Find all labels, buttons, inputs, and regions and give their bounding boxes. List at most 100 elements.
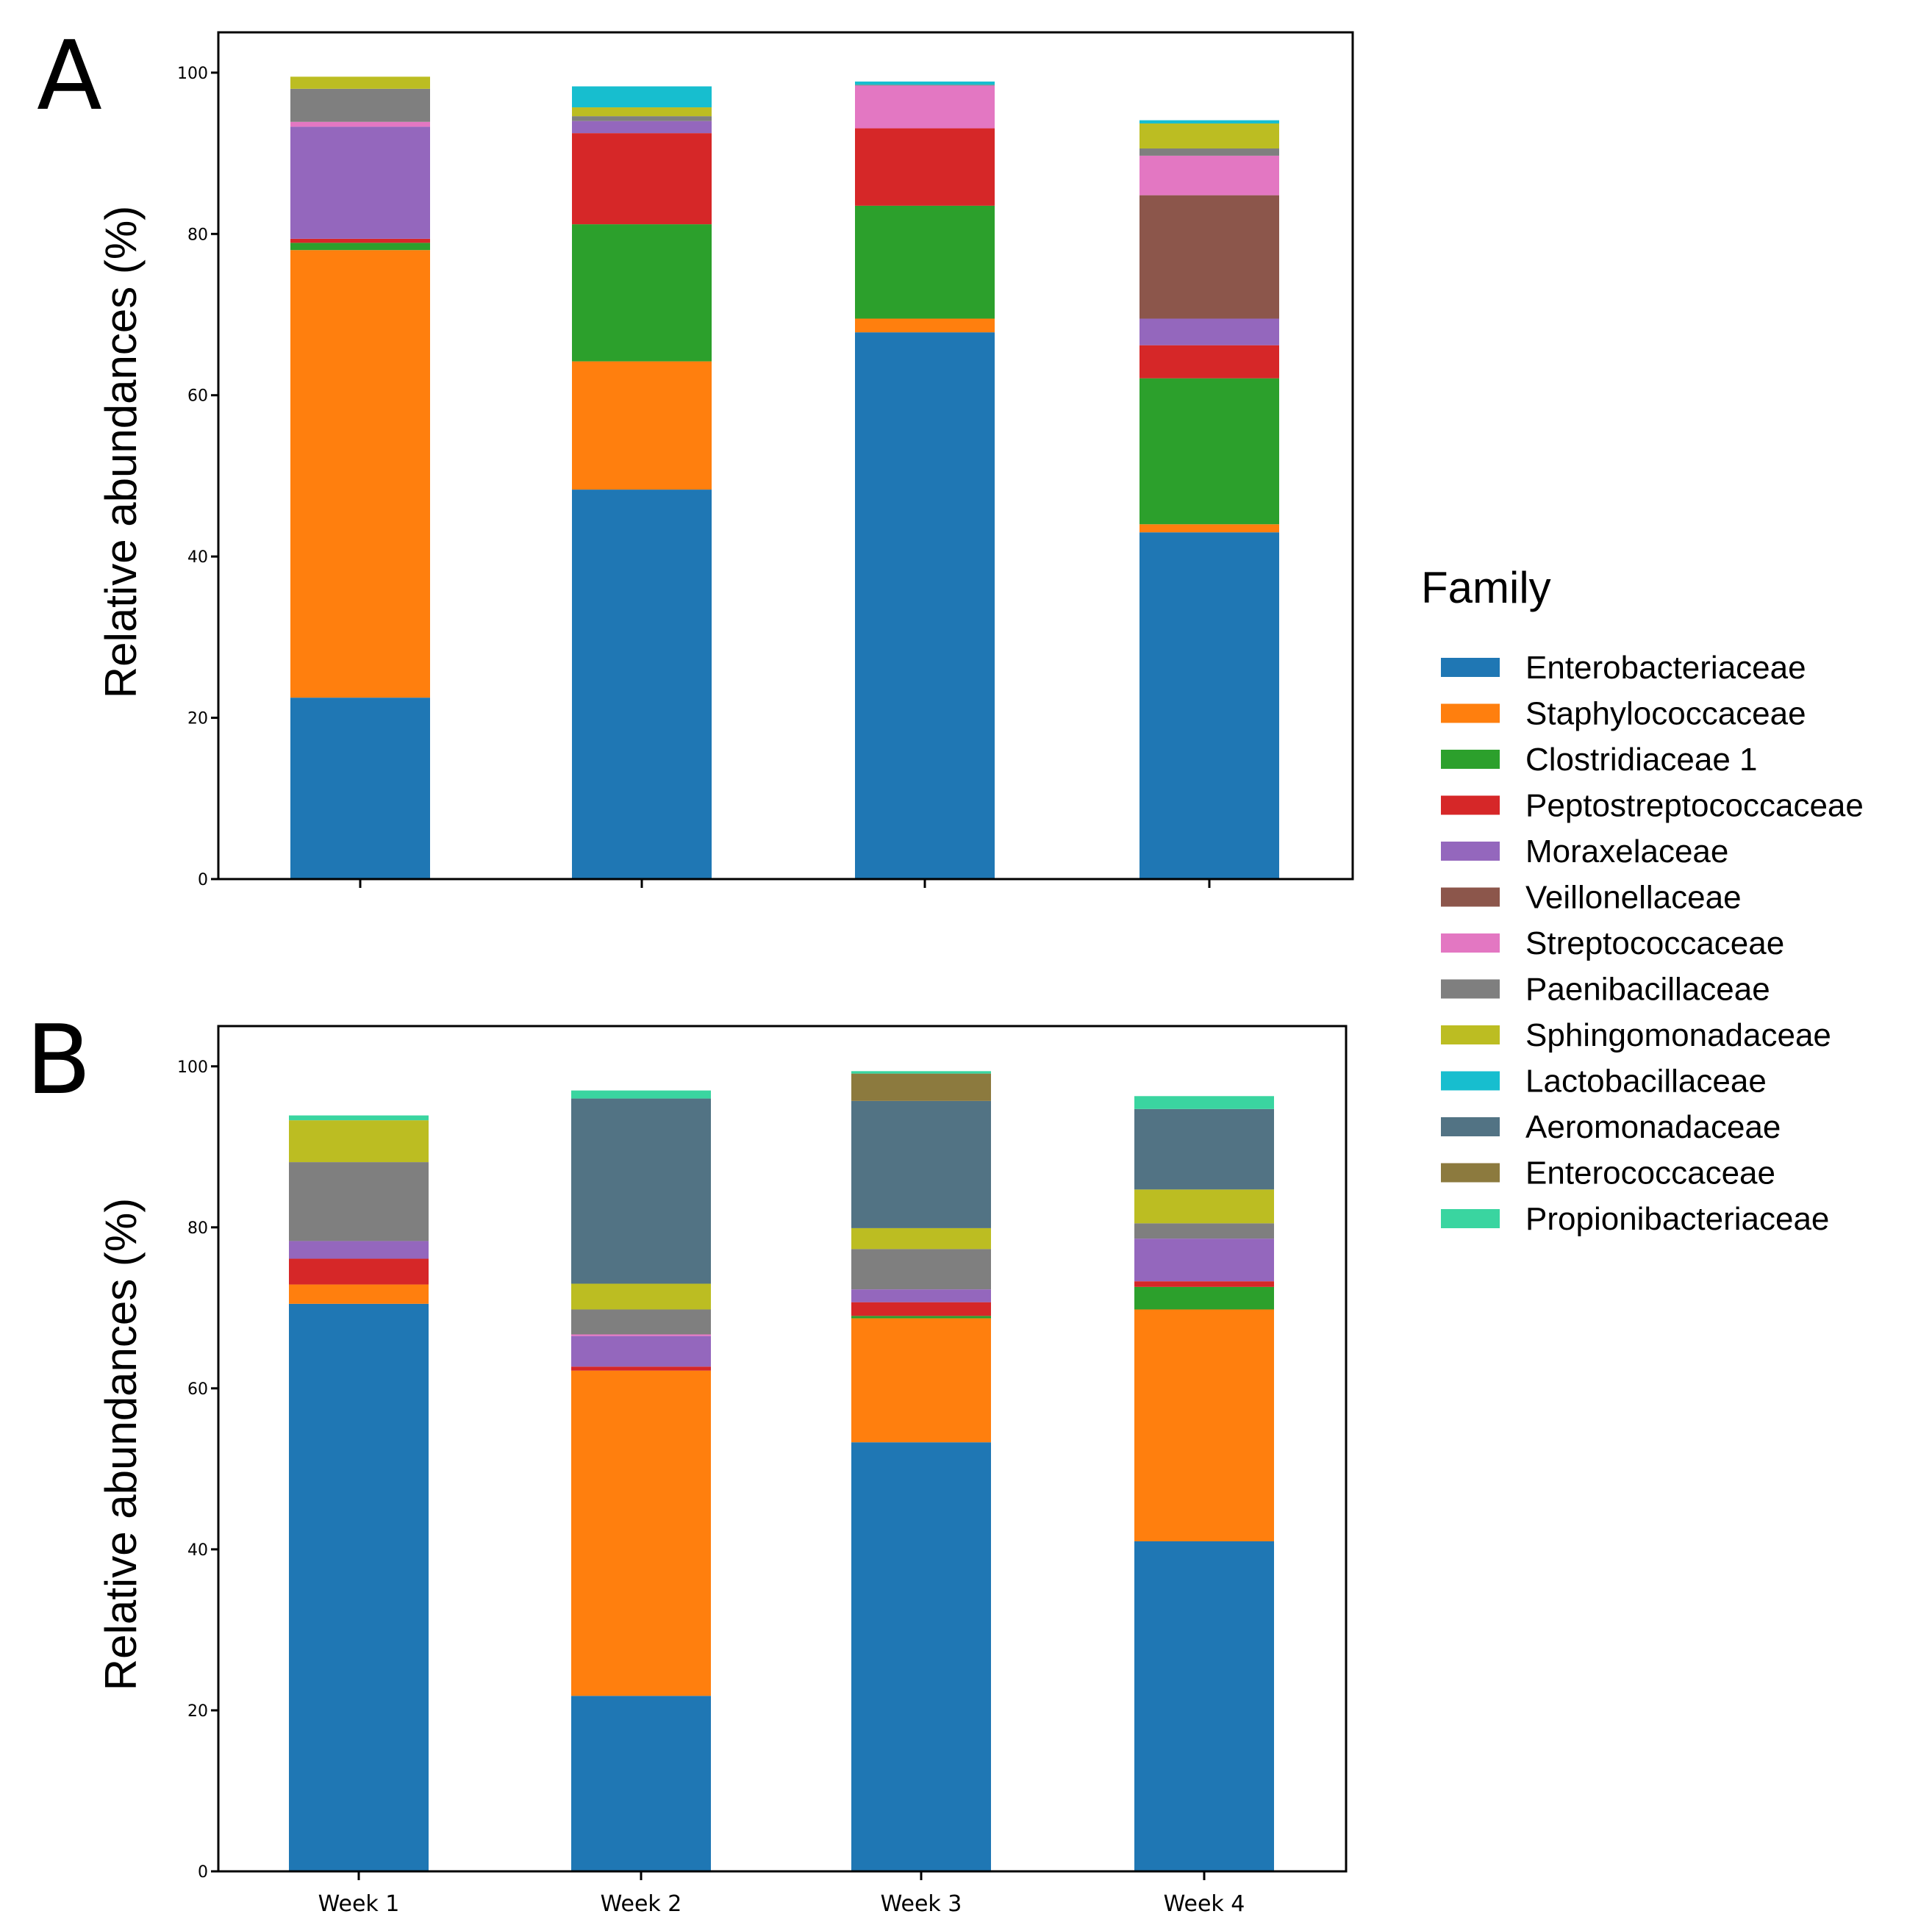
panel-b-bar-segment-week-3-enterobacteriaceae [851, 1442, 991, 1871]
legend-swatch-staphylococcaceae [1441, 703, 1500, 723]
panel-b-x-tick-label-2: Week 2 [601, 1891, 682, 1917]
panel-b-y-ticks: 0 20 40 60 80 100 [177, 1058, 218, 1882]
legend-label-staphylococcaceae: Staphylococcaceae [1525, 696, 1806, 732]
panel-b-bar-segment-week-3-sphingomonadaceae [851, 1227, 991, 1250]
panel-a-x-ticks [359, 879, 1211, 888]
panel-b-x-tick-label-1: Week 1 [318, 1891, 400, 1917]
legend-label-veillonellaceae: Veillonellaceae [1525, 880, 1742, 916]
panel-b-letter: B [26, 1004, 91, 1116]
panel-b-bar-segment-week-4-enterobacteriaceae [1134, 1541, 1274, 1871]
panel-a-bar-segment-week-1-peptostreptococcaceae [290, 238, 430, 243]
panel-a-bar-segment-week-3-staphylococcaceae [855, 318, 995, 333]
panel-b-bar-segment-week-1-enterobacteriaceae [289, 1303, 429, 1871]
legend-swatch-aeromonadaceae [1441, 1117, 1500, 1136]
panel-b-bar-segment-week-2-peptostreptococcaceae [571, 1366, 711, 1371]
panel-a-bar-segment-week-1-streptococcaceae [290, 121, 430, 127]
panel-b-bar-segment-week-2-staphylococcaceae [571, 1370, 711, 1696]
panel-b-bar-segment-week-2-aeromonadaceae [571, 1098, 711, 1284]
legend-title: Family [1421, 563, 1551, 612]
panel-a-bar-segment-week-2-lactobacillaceae [572, 86, 712, 108]
panel-a-bar-segment-week-4-lactobacillaceae [1139, 120, 1279, 123]
panel-a-bar-segment-week-1-staphylococcaceae [290, 250, 430, 698]
panel-b-y-tick-label-80: 80 [187, 1219, 208, 1238]
panel-a-bar-segment-week-1-enterobacteriaceae [290, 698, 430, 879]
panel-b-bar-segment-week-3-propionibacteriaceae [851, 1071, 991, 1074]
legend-swatch-sphingomonadaceae [1441, 1025, 1500, 1044]
panel-a-bar-segment-week-3-clostridiaceae-1 [855, 205, 995, 319]
panel-b-y-tick-label-20: 20 [187, 1702, 208, 1721]
panel-a-bar-segment-week-2-moraxelaceae [572, 121, 712, 134]
panel-b-bar-segment-week-3-moraxelaceae [851, 1289, 991, 1302]
panel-b-bar-segment-week-3-enterococcaceae [851, 1073, 991, 1101]
legend-entries: Enterobacteriaceae Staphylococcaceae Clost… [1441, 650, 1864, 1237]
panel-b-bar-segment-week-3-clostridiaceae-1 [851, 1316, 991, 1319]
legend-label-sphingomonadaceae: Sphingomonadaceae [1525, 1017, 1831, 1053]
panel-b-bar-segment-week-2-paenibacillaceae [571, 1309, 711, 1335]
panel-a-bar-segment-week-4-sphingomonadaceae [1139, 123, 1279, 148]
panel-b-bar-segment-week-2-moraxelaceae [571, 1336, 711, 1367]
panel-b-bar-segment-week-4-paenibacillaceae [1134, 1223, 1274, 1239]
panel-a-bar-segment-week-3-peptostreptococcaceae [855, 128, 995, 206]
panel-b-bar-segment-week-3-paenibacillaceae [851, 1249, 991, 1290]
panel-b-bar-segment-week-4-peptostreptococcaceae [1134, 1281, 1274, 1287]
panel-b-bar-segment-week-3-peptostreptococcaceae [851, 1302, 991, 1316]
legend-swatch-peptostreptococcaceae [1441, 795, 1500, 815]
panel-b-bar-segment-week-4-clostridiaceae-1 [1134, 1286, 1274, 1310]
panel-a-y-tick-label-100: 100 [177, 65, 208, 83]
panel-b-axes-frame [217, 1025, 1348, 1873]
panel-b-chart: B Relative abundances (%) 0 20 40 60 80 100 W… [26, 1004, 1348, 1917]
legend-label-propionibacteriaceae: Propionibacteriaceae [1525, 1201, 1829, 1237]
legend-label-lactobacillaceae: Lactobacillaceae [1525, 1064, 1767, 1100]
legend-label-streptococcaceae: Streptococcaceae [1525, 925, 1784, 961]
legend-label-enterococcaceae: Enterococcaceae [1525, 1155, 1775, 1191]
panel-a-bar-segment-week-4-enterobacteriaceae [1139, 532, 1279, 879]
panel-a-y-ticks: 0 20 40 60 80 100 [177, 65, 218, 889]
panel-b-bar-segment-week-1-propionibacteriaceae [289, 1115, 429, 1121]
panel-b-x-tick-label-3: Week 3 [881, 1891, 962, 1917]
legend-swatch-moraxelaceae [1441, 842, 1500, 861]
legend-label-enterobacteriaceae: Enterobacteriaceae [1525, 650, 1806, 686]
panel-a-bar-segment-week-4-moraxelaceae [1139, 318, 1279, 345]
panel-b-bar-segment-week-1-paenibacillaceae [289, 1162, 429, 1241]
legend-swatch-propionibacteriaceae [1441, 1209, 1500, 1228]
panel-b-bar-segment-week-3-aeromonadaceae [851, 1100, 991, 1228]
panel-a-y-axis-label: Relative abundances (%) [96, 206, 146, 698]
panel-b-bar-segment-week-4-aeromonadaceae [1134, 1108, 1274, 1190]
panel-a-y-tick-label-20: 20 [187, 710, 208, 728]
panel-b-bar-segment-week-4-moraxelaceae [1134, 1238, 1274, 1282]
legend-label-paenibacillaceae: Paenibacillaceae [1525, 972, 1770, 1008]
legend-label-moraxelaceae: Moraxelaceae [1525, 834, 1728, 870]
panel-a-bar-segment-week-2-staphylococcaceae [572, 361, 712, 490]
panel-b-bar-segment-week-4-propionibacteriaceae [1134, 1096, 1274, 1109]
panel-a-y-tick-label-80: 80 [187, 226, 208, 244]
panel-a-axes-frame [217, 31, 1354, 881]
panel-a-bar-segment-week-1-clostridiaceae-1 [290, 243, 430, 251]
panel-a-bars [290, 76, 1279, 879]
panel-a-bar-segment-week-2-enterobacteriaceae [572, 490, 712, 879]
panel-b-bar-segment-week-2-propionibacteriaceae [571, 1090, 711, 1099]
panel-b-bars [289, 1071, 1274, 1871]
legend-swatch-paenibacillaceae [1441, 979, 1500, 999]
panel-a-bar-segment-week-2-sphingomonadaceae [572, 107, 712, 117]
panel-a-bar-segment-week-1-paenibacillaceae [290, 88, 430, 122]
panel-a-chart: A Relative abundances (%) 0 20 40 60 80 100 [37, 20, 1354, 889]
panel-a-bar-segment-week-4-veillonellaceae [1139, 195, 1279, 319]
panel-b-x-tick-label-4: Week 4 [1164, 1891, 1245, 1917]
panel-a-bar-segment-week-4-staphylococcaceae [1139, 524, 1279, 533]
panel-a-bar-segment-week-2-peptostreptococcaceae [572, 133, 712, 225]
legend-swatch-veillonellaceae [1441, 887, 1500, 907]
panel-a-y-tick-label-60: 60 [187, 387, 208, 406]
panel-b-bar-segment-week-2-streptococcaceae [571, 1334, 711, 1336]
panel-b-bar-segment-week-1-sphingomonadaceae [289, 1120, 429, 1163]
panel-b-bar-segment-week-4-sphingomonadaceae [1134, 1189, 1274, 1224]
panel-b-x-ticks: Week 1 Week 2 Week 3 Week 4 [318, 1871, 1245, 1917]
panel-a-bar-segment-week-2-clostridiaceae-1 [572, 224, 712, 362]
panel-a-y-tick-label-40: 40 [187, 548, 208, 567]
legend-label-aeromonadaceae: Aeromonadaceae [1525, 1109, 1781, 1145]
panel-b-bar-segment-week-1-staphylococcaceae [289, 1284, 429, 1304]
panel-b-y-tick-label-40: 40 [187, 1541, 208, 1560]
panel-b-y-axis-label: Relative abundances (%) [96, 1198, 146, 1691]
legend-swatch-enterococcaceae [1441, 1163, 1500, 1183]
panel-a-bar-segment-week-4-clostridiaceae-1 [1139, 378, 1279, 525]
legend-swatch-enterobacteriaceae [1441, 658, 1500, 677]
